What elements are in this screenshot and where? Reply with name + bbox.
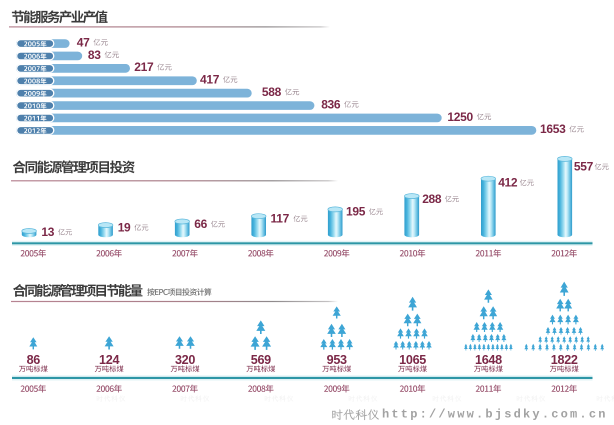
svg-text:83: 83 (88, 48, 101, 62)
svg-text:195: 195 (346, 205, 366, 219)
svg-text:13: 13 (41, 225, 54, 239)
svg-text:66: 66 (194, 217, 207, 231)
svg-text:1653: 1653 (540, 122, 566, 136)
svg-text:569: 569 (251, 353, 271, 367)
svg-text:117: 117 (271, 212, 290, 226)
svg-text:1065: 1065 (399, 353, 426, 367)
svg-text:953: 953 (327, 353, 347, 367)
svg-text:19: 19 (118, 220, 131, 234)
svg-text:124: 124 (99, 353, 119, 367)
svg-text:http://www.bjsdky.com.cn: http://www.bjsdky.com.cn (382, 408, 608, 422)
svg-text:288: 288 (422, 192, 442, 206)
svg-text:417: 417 (200, 73, 220, 87)
svg-text:836: 836 (321, 97, 341, 111)
svg-text:86: 86 (27, 353, 41, 367)
svg-text:1648: 1648 (475, 353, 502, 367)
svg-text:320: 320 (175, 353, 195, 367)
svg-text:47: 47 (77, 35, 90, 49)
svg-text:1250: 1250 (447, 110, 473, 124)
svg-text:1822: 1822 (551, 353, 578, 367)
svg-text:412: 412 (498, 176, 518, 190)
svg-text:557: 557 (574, 160, 594, 174)
svg-text:217: 217 (134, 60, 154, 74)
svg-text:588: 588 (262, 85, 282, 99)
